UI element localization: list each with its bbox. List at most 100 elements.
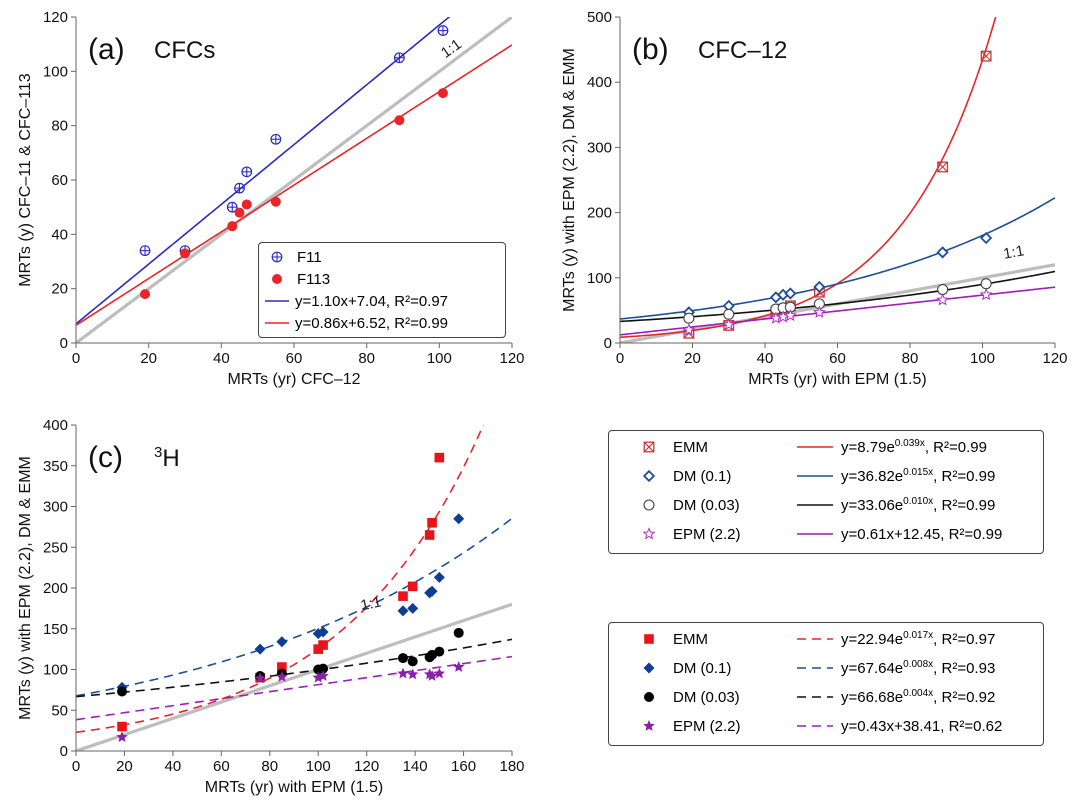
legend-series-label: F11 xyxy=(297,248,322,266)
panel-c: 0 20 40 60 80 100 120 140 160 180 0 50 100 150 200 250 3… xyxy=(17,417,525,796)
data-point xyxy=(407,602,419,614)
data-point xyxy=(140,289,151,300)
y-tick-label: 100 xyxy=(43,63,68,80)
x-tick-label: 180 xyxy=(499,758,524,775)
one-to-one-label: 1:1 xyxy=(438,36,465,62)
legend-line xyxy=(265,300,289,302)
x-tick-label: 60 xyxy=(213,758,230,775)
data-point xyxy=(407,656,418,667)
x-tick-label: 80 xyxy=(261,758,278,775)
legend-fit-label: y=67.64e0.008x, R²=0.93 xyxy=(841,659,996,677)
one-to-one-line xyxy=(76,17,512,343)
data-point xyxy=(434,452,445,463)
legend-marker xyxy=(643,441,655,453)
legend-marker-shape xyxy=(643,662,655,674)
data-point xyxy=(241,166,253,178)
panel-title: CFCs xyxy=(154,37,215,64)
legend-series-label: EPM (2.2) xyxy=(673,717,741,735)
legend-entry: F113 xyxy=(267,269,330,289)
data-point xyxy=(426,670,438,681)
x-tick-label: 0 xyxy=(616,350,624,367)
y-axis-label: MRTs (y) with EPM (2.2), DM & EMM xyxy=(561,48,578,312)
legend-entry: DM (0.1) xyxy=(639,658,731,678)
y-tick-label: 0 xyxy=(604,335,612,352)
x-tick-label: 120 xyxy=(1042,350,1067,367)
x-tick-label: 20 xyxy=(140,350,157,367)
series-1 xyxy=(140,88,448,300)
legend-fit-label: y=0.86x+6.52, R²=0.99 xyxy=(295,314,449,332)
panel-title-sup: 3 xyxy=(154,444,162,461)
data-point xyxy=(426,585,438,597)
legend-line xyxy=(797,533,833,535)
legend-line xyxy=(797,667,833,669)
data-point xyxy=(453,661,465,672)
x-tick-label: 40 xyxy=(165,758,182,775)
legend-entry: y=66.68e0.004x, R²=0.92 xyxy=(795,687,995,707)
data-point xyxy=(276,670,288,682)
data-point xyxy=(397,667,409,679)
x-tick-label: 20 xyxy=(116,758,133,775)
legend-fit-label: y=8.79e0.039x, R²=0.99 xyxy=(841,438,987,456)
data-point xyxy=(116,731,128,742)
fit-line-3 xyxy=(620,286,1055,336)
data-point xyxy=(254,643,266,655)
legend-entry: EMM xyxy=(639,629,708,649)
legend-fit-label: y=22.94e0.017x, R²=0.97 xyxy=(841,630,996,648)
panel-label: (b) xyxy=(632,33,669,66)
x-tick-label: 140 xyxy=(403,758,428,775)
legend-line xyxy=(797,696,833,698)
x-tick-label: 100 xyxy=(306,758,331,775)
data-point xyxy=(937,161,949,173)
legend-panel-b: EMM DM (0.1) DM (0.03) EPM (2.2) y=8.79e0.03… xyxy=(608,430,1044,554)
legend-marker-shape xyxy=(272,274,282,284)
legend-series-label: DM (0.03) xyxy=(673,688,740,706)
data-point xyxy=(313,644,324,654)
data-point xyxy=(318,663,329,674)
panel-title: 3H xyxy=(154,444,180,472)
legend-fit-label: y=36.82e0.015x, R²=0.99 xyxy=(841,467,996,485)
data-point xyxy=(270,133,282,145)
data-point xyxy=(979,287,993,301)
x-tick-label: 40 xyxy=(757,350,774,367)
legend-marker xyxy=(643,720,655,731)
x-tick-label: 80 xyxy=(902,350,919,367)
y-tick-label: 100 xyxy=(43,662,68,679)
data-point xyxy=(783,308,797,322)
data-point xyxy=(317,670,329,681)
panel-b: 0 20 40 60 80 100 120 0 100 200 300 400 500 MRTs (yr)… xyxy=(561,9,1068,388)
panel-label: (a) xyxy=(88,33,125,66)
legend-line xyxy=(797,446,833,448)
legend-marker-shape xyxy=(643,499,655,511)
data-point xyxy=(398,591,408,601)
y-tick-label: 0 xyxy=(60,335,68,352)
legend-entry: DM (0.1) xyxy=(639,466,731,486)
y-tick-label: 350 xyxy=(43,458,68,475)
data-point xyxy=(277,662,287,672)
y-tick-label: 60 xyxy=(51,172,68,189)
data-point xyxy=(318,640,328,650)
data-point xyxy=(394,115,405,126)
y-tick-label: 250 xyxy=(43,539,68,556)
legend-series-label: F113 xyxy=(297,270,331,288)
legend-entry: y=1.10x+7.04, R²=0.97 xyxy=(263,291,448,311)
legend-entry: DM (0.03) xyxy=(639,495,740,515)
legend-entry: y=0.61x+12.45, R²=0.99 xyxy=(795,524,1002,544)
fit-line-0 xyxy=(76,17,451,325)
x-tick-label: 120 xyxy=(354,758,379,775)
y-tick-label: 200 xyxy=(587,205,612,222)
plot-area xyxy=(76,425,512,751)
series-1 xyxy=(682,231,993,319)
y-tick-label: 100 xyxy=(587,270,612,287)
data-point xyxy=(980,50,992,62)
data-point xyxy=(722,317,736,331)
y-tick-label: 200 xyxy=(43,580,68,597)
legend-marker-shape xyxy=(642,527,656,540)
legend-marker-shape xyxy=(642,469,656,483)
x-tick-label: 40 xyxy=(213,350,230,367)
legend-fit-label: y=66.68e0.004x, R²=0.92 xyxy=(841,688,996,706)
legend-fit-label: y=0.43x+38.41, R²=0.62 xyxy=(841,717,1003,735)
data-point xyxy=(936,293,950,306)
data-point xyxy=(393,52,405,64)
legend-marker-shape xyxy=(643,720,655,731)
